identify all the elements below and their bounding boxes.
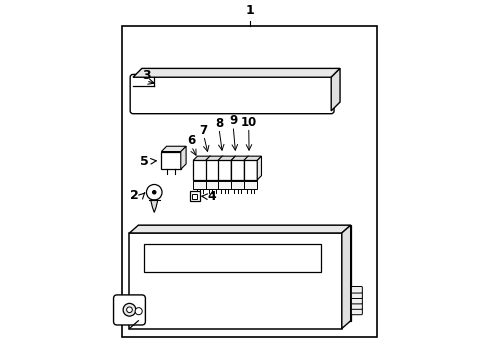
FancyBboxPatch shape [351,287,362,293]
Bar [218,181,231,189]
Polygon shape [129,225,350,233]
Polygon shape [133,68,339,77]
Text: 10: 10 [240,116,256,129]
Polygon shape [161,146,186,152]
Circle shape [126,307,132,312]
Text: 1: 1 [245,4,254,17]
Bar [244,161,257,180]
Circle shape [135,308,142,315]
Text: 5: 5 [140,155,149,168]
Bar [161,152,181,169]
Polygon shape [218,156,235,161]
Bar [193,161,206,180]
Polygon shape [181,146,186,169]
Polygon shape [206,156,210,180]
Polygon shape [244,156,248,180]
Polygon shape [231,156,235,180]
Bar [138,225,350,321]
Polygon shape [205,156,223,161]
Text: 3: 3 [142,69,150,82]
Bar [230,181,244,189]
Bar [122,26,376,337]
Text: 4: 4 [207,190,216,203]
Bar [218,161,231,180]
FancyBboxPatch shape [130,75,333,114]
FancyBboxPatch shape [351,297,362,304]
Bar [192,194,197,199]
Polygon shape [330,68,339,111]
Bar [244,181,257,189]
Circle shape [123,303,136,316]
Polygon shape [341,225,350,329]
Bar [230,161,244,180]
Bar [205,181,219,189]
Polygon shape [244,156,261,161]
Circle shape [152,190,156,194]
Polygon shape [257,156,261,180]
Polygon shape [193,156,210,161]
Circle shape [146,184,162,200]
Text: 9: 9 [228,114,237,127]
FancyBboxPatch shape [113,295,145,325]
Bar [205,161,219,180]
Text: 8: 8 [214,117,223,130]
Polygon shape [219,156,223,180]
Polygon shape [150,200,158,212]
Text: 6: 6 [187,134,195,148]
Bar [189,191,199,201]
FancyBboxPatch shape [351,308,362,315]
Bar [193,181,206,189]
Text: 7: 7 [199,124,207,137]
FancyBboxPatch shape [351,303,362,309]
Bar [143,244,320,272]
Bar [129,233,341,329]
FancyBboxPatch shape [351,292,362,298]
Text: 2: 2 [130,189,139,202]
Polygon shape [230,156,248,161]
